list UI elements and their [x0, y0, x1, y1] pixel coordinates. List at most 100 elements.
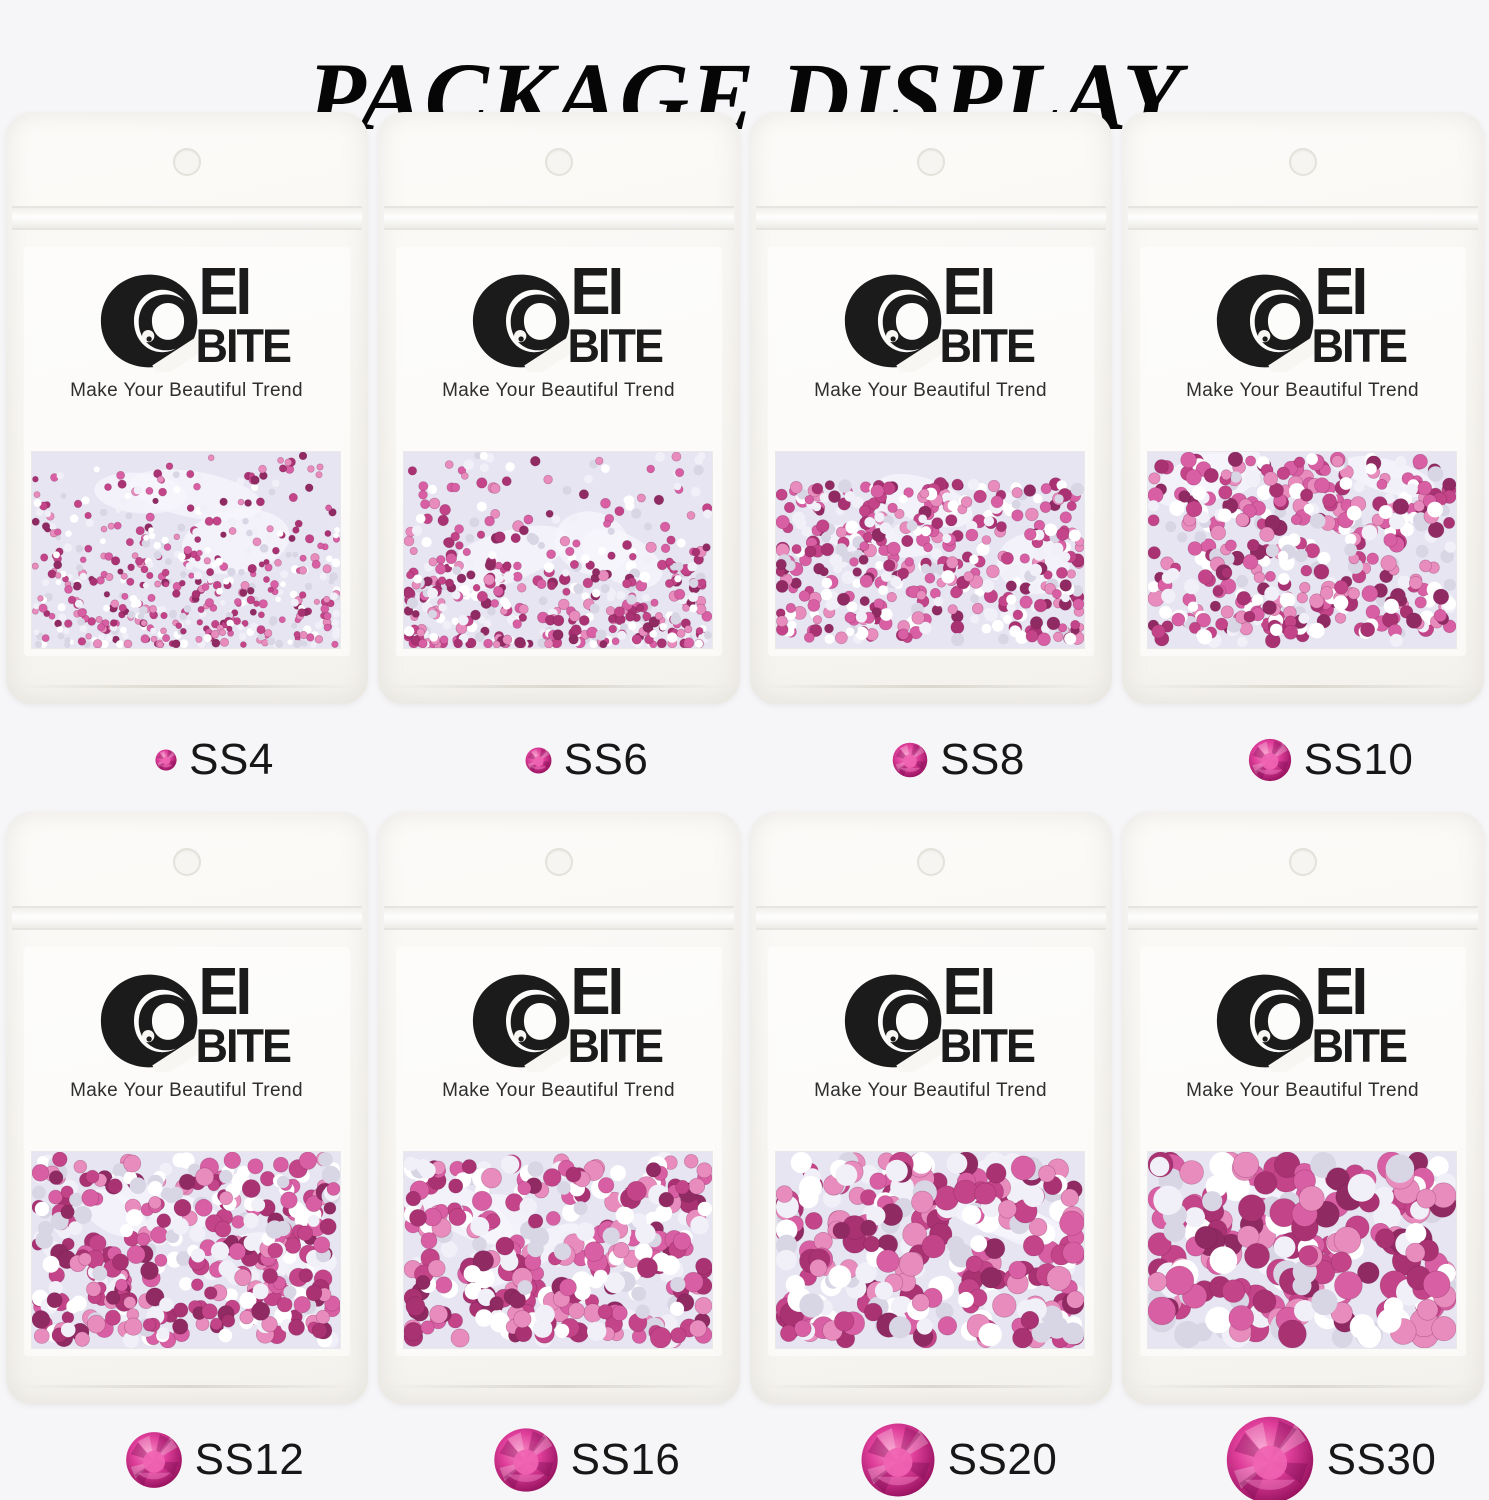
package-cell: EI BITE Make Your Beautiful Trend: [1, 112, 373, 812]
brand-logo-text-ei: EI: [198, 253, 253, 329]
stones: [775, 477, 1084, 647]
brand-logo: EI BITE: [1215, 257, 1415, 376]
package-cell: EI BITE Make Your Beautiful Trend: [745, 112, 1117, 812]
bag-fold-line: [759, 685, 1102, 688]
brand-logo: EI BITE: [1215, 957, 1415, 1076]
zip-seal: [1127, 206, 1478, 230]
size-label-row: SS20: [860, 1404, 1058, 1500]
gem-icon: [1226, 1416, 1313, 1500]
brand-logo: EI BITE: [99, 957, 299, 1076]
size-label-row: SS4: [155, 704, 274, 812]
bag-fold-line: [387, 1385, 730, 1388]
zip-seal: [755, 206, 1106, 230]
brand-logo-text-bite: BITE: [195, 1018, 293, 1073]
bag-fold-line: [759, 1385, 1102, 1388]
rhinestone-bag: EI BITE Make Your Beautiful Trend: [5, 112, 368, 704]
brand-logo: EI BITE: [99, 257, 299, 376]
stones: [403, 452, 712, 648]
package-cell: EI BITE Make Your Beautiful Trend: [373, 112, 745, 812]
brand-logo-text-ei: EI: [1314, 953, 1369, 1029]
brand-logo-text-bite: BITE: [195, 318, 293, 373]
package-cell: EI BITE Make Your Beautiful Trend: [1117, 812, 1489, 1500]
gem-icon: [493, 1428, 558, 1492]
brand-logo-text-bite: BITE: [1311, 1018, 1409, 1073]
brand-logo: EI BITE: [471, 257, 671, 376]
hang-hole-icon: [172, 848, 201, 876]
zip-seal: [11, 906, 362, 930]
brand-logo-swirl-icon: [472, 974, 575, 1072]
brand-tagline: Make Your Beautiful Trend: [442, 1080, 675, 1101]
brand-logo-swirl-icon: [100, 274, 203, 372]
rhinestone-window: [1147, 1152, 1456, 1348]
brand-tagline: Make Your Beautiful Trend: [70, 380, 303, 401]
stones: [31, 1152, 340, 1348]
brand-logo-swirl-icon: [844, 974, 947, 1072]
hang-hole-icon: [1288, 848, 1317, 876]
bag-fold-line: [387, 685, 730, 688]
bag-fold-line: [1131, 1385, 1474, 1388]
zip-seal: [383, 906, 734, 930]
hang-hole-icon: [172, 148, 201, 176]
bag-fold-line: [15, 1385, 358, 1388]
brand-logo-text-ei: EI: [570, 953, 625, 1029]
brand-logo-text-ei: EI: [942, 253, 997, 329]
brand-logo-text-bite: BITE: [567, 318, 665, 373]
brand-tagline: Make Your Beautiful Trend: [442, 380, 675, 401]
brand-logo-text-bite: BITE: [1311, 318, 1409, 373]
size-label-row: SS12: [125, 1404, 305, 1500]
bag-fold-line: [1131, 685, 1474, 688]
stones: [775, 1152, 1084, 1348]
rhinestone-bag: EI BITE Make Your Beautiful Trend: [1121, 112, 1484, 704]
size-label: SS20: [947, 1435, 1058, 1484]
gem-icon: [155, 749, 177, 771]
rhinestone-bag: EI BITE Make Your Beautiful Trend: [5, 812, 368, 1404]
size-label: SS8: [940, 735, 1025, 784]
rhinestone-window: [31, 1152, 340, 1348]
brand-logo-text-ei: EI: [942, 953, 997, 1029]
rhinestone-bag: EI BITE Make Your Beautiful Trend: [377, 812, 740, 1404]
gem-icon: [125, 1432, 182, 1488]
brand-tagline: Make Your Beautiful Trend: [814, 1080, 1047, 1101]
brand-logo-text-ei: EI: [198, 953, 253, 1029]
package-cell: EI BITE Make Your Beautiful Trend: [1117, 112, 1489, 812]
size-label: SS30: [1326, 1435, 1437, 1484]
package-cell: EI BITE Make Your Beautiful Trend: [373, 812, 745, 1500]
rhinestone-bag: EI BITE Make Your Beautiful Trend: [749, 812, 1112, 1404]
gem-icon: [861, 1423, 935, 1497]
brand-logo-text-ei: EI: [1314, 253, 1369, 329]
gem-icon: [1248, 738, 1291, 782]
brand-logo-swirl-icon: [1216, 274, 1319, 372]
brand-logo-swirl-icon: [472, 274, 575, 372]
rhinestone-window: [775, 452, 1084, 648]
brand-tagline: Make Your Beautiful Trend: [1186, 380, 1419, 401]
rhinestone-bag: EI BITE Make Your Beautiful Trend: [1121, 812, 1484, 1404]
zip-seal: [11, 206, 362, 230]
brand-logo: EI BITE: [843, 257, 1043, 376]
brand-logo-swirl-icon: [844, 274, 947, 372]
hang-hole-icon: [916, 848, 945, 876]
size-label: SS4: [189, 735, 274, 784]
brand-tagline: Make Your Beautiful Trend: [70, 1080, 303, 1101]
hang-hole-icon: [544, 848, 573, 876]
brand-logo-text-bite: BITE: [939, 1018, 1037, 1073]
size-label-row: SS16: [493, 1404, 681, 1500]
rhinestone-window: [1147, 452, 1456, 648]
size-label-row: SS30: [1225, 1404, 1437, 1500]
zip-seal: [755, 906, 1106, 930]
brand-logo-swirl-icon: [1216, 974, 1319, 1072]
bag-fold-line: [15, 685, 358, 688]
rhinestone-window: [403, 452, 712, 648]
size-label: SS6: [563, 735, 649, 784]
stones: [403, 1152, 712, 1348]
hang-hole-icon: [916, 148, 945, 176]
rhinestone-window: [775, 1152, 1084, 1348]
brand-logo-text-bite: BITE: [939, 318, 1037, 373]
brand-logo: EI BITE: [843, 957, 1043, 1076]
hang-hole-icon: [544, 148, 573, 176]
brand-logo-text-ei: EI: [570, 253, 625, 329]
rhinestone-bag: EI BITE Make Your Beautiful Trend: [749, 112, 1112, 704]
hang-hole-icon: [1288, 148, 1317, 176]
brand-logo-swirl-icon: [100, 974, 203, 1072]
brand-tagline: Make Your Beautiful Trend: [1186, 1080, 1419, 1101]
